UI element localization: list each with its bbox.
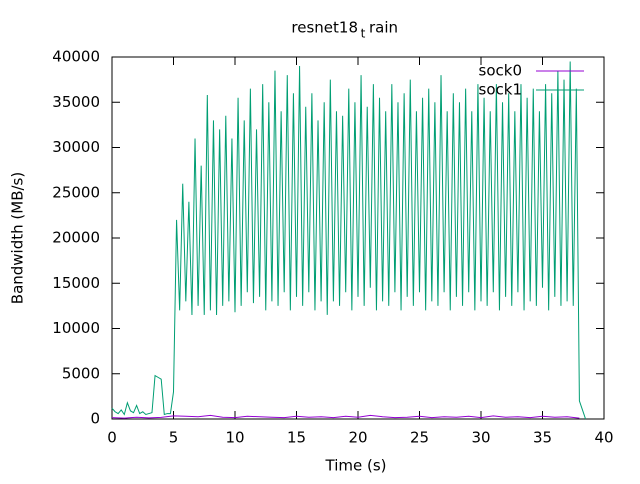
y-tick-label: 35000 bbox=[52, 93, 100, 111]
x-tick-label: 30 bbox=[471, 429, 490, 447]
legend-label: sock0 bbox=[479, 62, 522, 80]
series-line bbox=[111, 414, 580, 419]
x-tick-label: 15 bbox=[287, 429, 306, 447]
y-tick-label: 30000 bbox=[52, 138, 100, 156]
chart-title: resnet18 bbox=[291, 19, 358, 37]
x-tick-label: 10 bbox=[225, 429, 244, 447]
x-tick-label: 5 bbox=[169, 429, 179, 447]
x-tick-label: 20 bbox=[348, 429, 367, 447]
x-tick-label: 25 bbox=[410, 429, 429, 447]
plot-frame bbox=[111, 56, 605, 420]
y-tick-label: 10000 bbox=[52, 319, 100, 337]
legend-label: sock1 bbox=[479, 81, 522, 99]
y-tick-label: 40000 bbox=[52, 48, 100, 66]
x-tick-label: 0 bbox=[107, 429, 117, 447]
x-tick-label: 40 bbox=[594, 429, 613, 447]
chart-title-rest: rain bbox=[369, 19, 398, 37]
x-axis-label: Time (s) bbox=[325, 457, 387, 475]
y-tick-label: 15000 bbox=[52, 274, 100, 292]
y-tick-label: 0 bbox=[90, 410, 100, 428]
y-axis-label: Bandwidth (MB/s) bbox=[9, 172, 27, 304]
y-tick-label: 25000 bbox=[52, 183, 100, 201]
y-tick-label: 20000 bbox=[52, 229, 100, 247]
series-line bbox=[111, 61, 587, 420]
chart-title-subscript: t bbox=[361, 27, 366, 41]
x-tick-label: 35 bbox=[533, 429, 552, 447]
y-tick-label: 5000 bbox=[62, 364, 100, 382]
